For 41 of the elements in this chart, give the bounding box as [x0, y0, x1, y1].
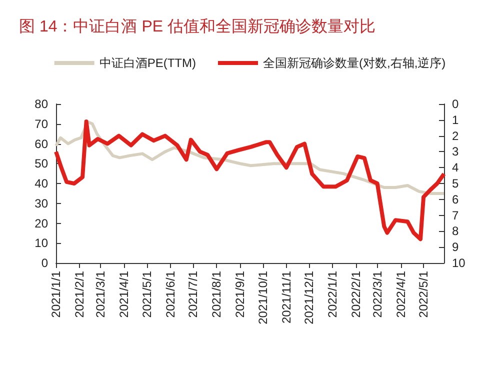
x-tick-label: 2021/12/1: [302, 270, 316, 324]
y2-tick-label: 9: [452, 240, 459, 254]
x-tick-label: 2021/9/1: [233, 270, 248, 318]
y2-tick-label: 10: [452, 256, 466, 270]
y2-tick-label: 3: [452, 144, 459, 159]
x-tick-label: 2021/5/1: [140, 270, 154, 318]
chart-title: 图 14：中证白酒 PE 估值和全国新冠确诊数量对比: [19, 18, 376, 36]
y2-tick-label: 6: [452, 192, 459, 206]
line-series: [54, 119, 446, 242]
x-tick-label: 2021/1/1: [49, 270, 63, 318]
y-tick-label: 40: [34, 176, 48, 190]
y-tick-label: 0: [41, 256, 48, 270]
x-tick-label: 2021/3/1: [94, 270, 108, 318]
x-tick-label: 2021/11/1: [279, 270, 294, 324]
x-tick-label: 2022/4/1: [394, 270, 408, 318]
x-tick-label: 2022/3/1: [370, 270, 384, 318]
y-tick-label: 50: [34, 156, 48, 171]
y-tick-label: 60: [34, 136, 48, 151]
y-tick-label: 10: [34, 236, 48, 250]
x-tick-label: 2022/5/1: [416, 270, 431, 318]
y2-tick-label: 8: [452, 224, 459, 238]
legend-label: 全国新冠确诊数量(对数,右轴,逆序): [263, 56, 446, 70]
y2-tick-label: 5: [452, 176, 459, 190]
legend-label: 中证白酒PE(TTM): [99, 56, 196, 70]
x-tick-label: 2021/6/1: [163, 270, 178, 318]
y-tick-label: 80: [34, 97, 48, 111]
x-tick-label: 2021/2/1: [72, 270, 86, 318]
x-tick-label: 2022/1/1: [326, 270, 340, 318]
x-tick-label: 2021/10/1: [256, 270, 270, 324]
y2-tick-label: 7: [452, 208, 459, 222]
y2-tick-label: 4: [452, 160, 459, 175]
x-tick-label: 2022/2/1: [349, 270, 364, 318]
x-tick-label: 2021/7/1: [186, 270, 200, 318]
y-tick-label: 30: [34, 196, 48, 210]
y-tick-label: 20: [34, 216, 48, 230]
y2-tick-label: 2: [452, 128, 459, 143]
y2-tick-label: 0: [452, 97, 459, 111]
y2-tick-label: 1: [452, 112, 459, 127]
x-tick-label: 2021/4/1: [117, 270, 132, 318]
y-tick-label: 70: [34, 116, 48, 131]
x-tick-label: 2021/8/1: [210, 270, 224, 318]
